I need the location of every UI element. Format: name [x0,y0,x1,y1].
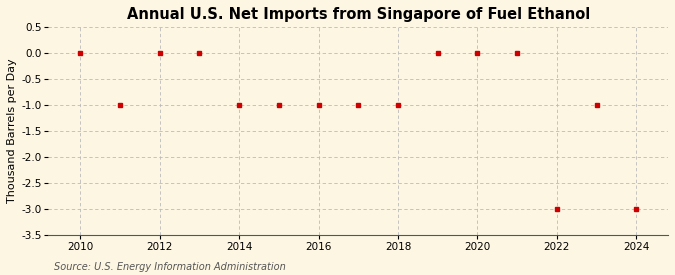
Text: Source: U.S. Energy Information Administration: Source: U.S. Energy Information Administ… [54,262,286,272]
Title: Annual U.S. Net Imports from Singapore of Fuel Ethanol: Annual U.S. Net Imports from Singapore o… [127,7,590,22]
Y-axis label: Thousand Barrels per Day: Thousand Barrels per Day [7,59,17,203]
